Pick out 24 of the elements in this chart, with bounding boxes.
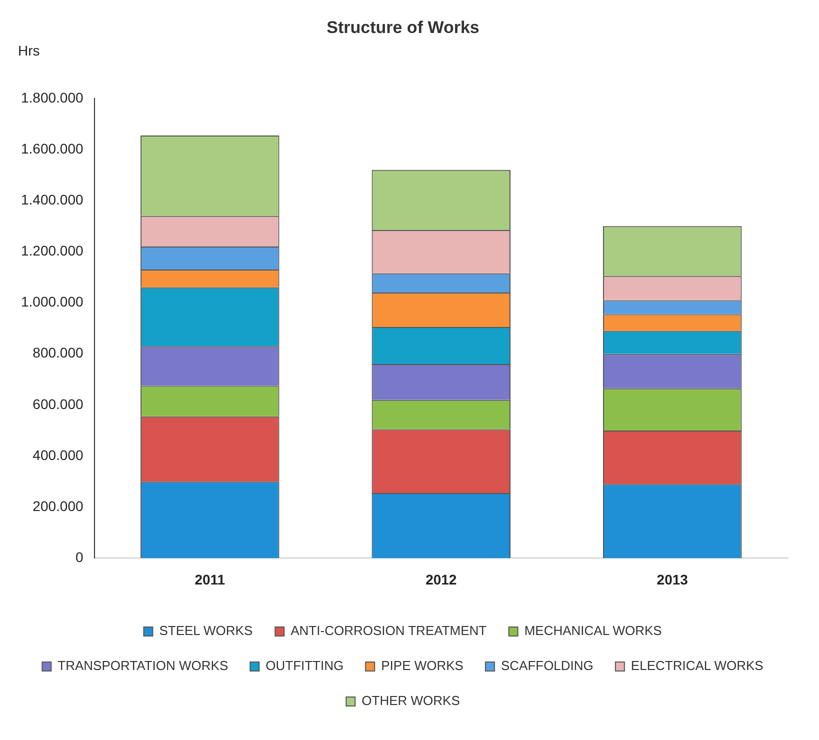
y-tick-label: 600.000: [32, 396, 84, 412]
legend-label: STEEL WORKS: [159, 623, 253, 638]
legend-label: OUTFITTING: [266, 658, 344, 674]
chart-title: Structure of Works: [326, 18, 480, 37]
legend-label: TRANSPORTATION WORKS: [58, 658, 228, 674]
y-tick-label: 0: [75, 549, 84, 566]
legend-label: ELECTRICAL WORKS: [630, 658, 764, 674]
y-tick-label: 1.600.000: [20, 140, 84, 156]
y-axis-title: Hrs: [18, 42, 40, 58]
y-tick-label: 1.200.000: [20, 242, 84, 259]
y-tick-label: 400.000: [32, 446, 84, 463]
legend-label: ANTI-CORROSION TREATMENT: [290, 623, 487, 638]
x-tick-label: 2012: [426, 571, 457, 588]
x-tick-label: 2013: [656, 571, 688, 588]
y-tick-label: 1.000.000: [20, 294, 84, 310]
y-tick-label: 1.800.000: [20, 89, 84, 106]
legend-label: MECHANICAL WORKS: [524, 623, 662, 638]
x-tick-label: 2011: [194, 571, 226, 588]
y-tick-label: 800.000: [32, 344, 84, 361]
y-tick-label: 1.400.000: [20, 191, 84, 208]
legend-label: PIPE WORKS: [381, 658, 464, 674]
legend-label: OTHER WORKS: [362, 693, 460, 708]
y-tick-label: 200.000: [32, 498, 84, 514]
legend-label: SCAFFOLDING: [500, 658, 594, 674]
